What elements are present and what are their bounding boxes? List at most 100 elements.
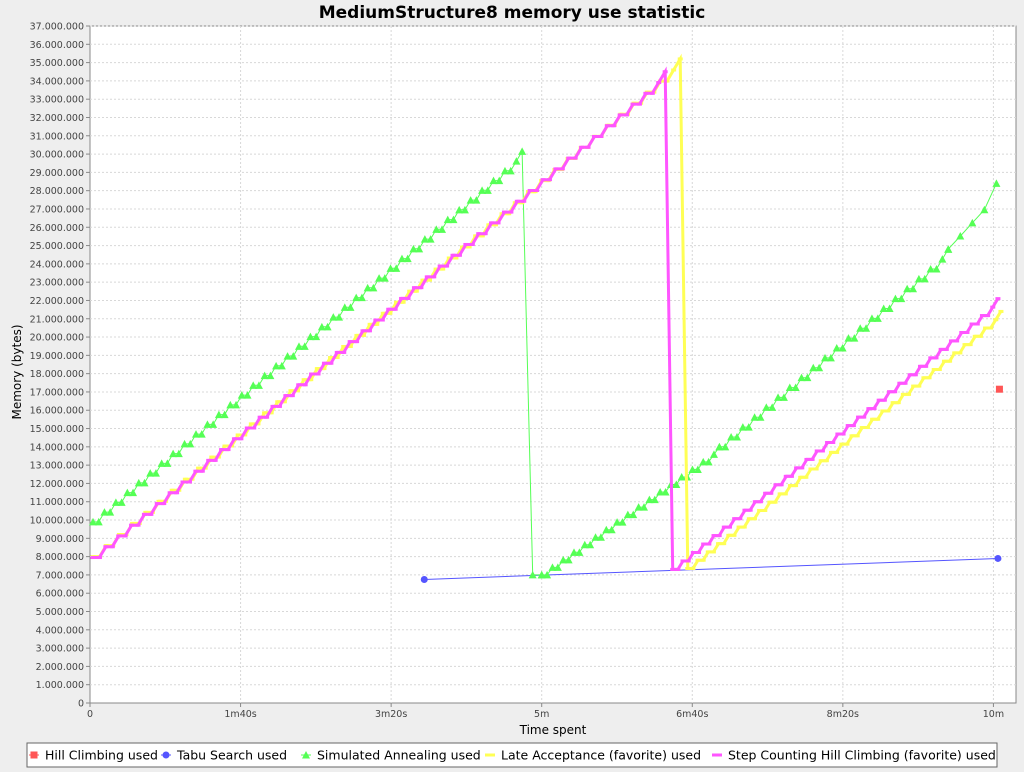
data-point	[998, 309, 1004, 313]
data-point	[757, 508, 763, 512]
data-point	[591, 533, 600, 541]
data-point	[489, 221, 495, 225]
data-point	[369, 283, 378, 292]
data-point	[629, 510, 638, 519]
data-point	[726, 525, 732, 529]
data-point	[768, 491, 774, 495]
data-point	[747, 508, 753, 512]
data-point	[186, 480, 192, 484]
data-point	[972, 334, 978, 338]
data-point	[741, 525, 747, 529]
data-point	[472, 196, 481, 204]
data-point	[312, 332, 321, 341]
series-0	[995, 385, 1003, 393]
x-tick-label: 10m	[983, 709, 1004, 720]
data-point	[403, 254, 412, 263]
data-point	[844, 334, 853, 342]
data-point	[106, 508, 115, 516]
data-point	[399, 296, 405, 300]
data-point	[787, 484, 793, 488]
data-point	[794, 466, 800, 470]
data-point	[744, 423, 753, 431]
data-point	[737, 517, 743, 521]
data-point	[634, 503, 643, 511]
y-tick-label: 10.000.000	[30, 516, 84, 527]
data-point	[974, 322, 980, 326]
legend-label: Hill Climbing used	[45, 748, 158, 763]
data-point	[90, 556, 96, 560]
data-point	[459, 245, 465, 249]
data-point	[873, 314, 882, 322]
data-point	[677, 472, 686, 481]
data-point	[763, 491, 769, 495]
data-point	[920, 274, 929, 283]
data-point	[570, 548, 579, 556]
data-point	[222, 444, 228, 448]
data-point	[875, 417, 881, 421]
data-point	[244, 426, 250, 430]
data-point	[295, 389, 301, 393]
data-point	[346, 303, 355, 311]
data-point	[180, 480, 186, 484]
data-point	[495, 176, 504, 185]
data-point	[260, 371, 269, 380]
data-point	[354, 340, 360, 344]
data-point	[772, 500, 778, 504]
data-point	[413, 289, 419, 293]
data-point	[677, 57, 683, 61]
data-point	[793, 484, 799, 488]
data-point	[449, 215, 458, 224]
data-point	[835, 432, 841, 436]
legend-swatch	[30, 751, 38, 759]
data-point	[335, 313, 344, 321]
y-tick-label: 9.000.000	[36, 534, 84, 545]
data-point	[640, 503, 649, 511]
data-point	[392, 264, 401, 272]
data-point	[427, 278, 433, 282]
data-point	[129, 523, 135, 527]
data-point	[548, 563, 557, 571]
data-point	[623, 510, 632, 519]
data-point	[969, 322, 975, 326]
data-point	[249, 381, 258, 389]
data-point	[203, 420, 212, 428]
data-point	[268, 411, 274, 415]
data-point	[777, 492, 783, 496]
data-point	[103, 545, 109, 549]
data-point	[123, 488, 132, 497]
data-point	[705, 550, 711, 554]
data-point	[804, 457, 810, 461]
data-point	[914, 274, 923, 283]
series-1	[420, 554, 1002, 583]
data-point	[696, 551, 702, 555]
data-point	[715, 442, 724, 451]
y-tick-label: 2.000.000	[36, 662, 84, 673]
data-point	[856, 324, 865, 332]
data-point	[169, 488, 175, 492]
data-point	[225, 448, 231, 452]
data-point	[409, 244, 418, 253]
data-point	[411, 286, 417, 290]
data-point	[768, 403, 777, 411]
data-point	[209, 420, 218, 428]
data-point	[671, 68, 677, 72]
data-point	[235, 433, 241, 437]
data-point	[726, 533, 732, 537]
data-point	[296, 383, 302, 387]
data-point	[813, 467, 819, 471]
data-point	[443, 215, 452, 224]
data-point	[386, 264, 395, 272]
data-point	[197, 430, 206, 438]
data-point	[199, 469, 205, 473]
data-point	[161, 502, 167, 506]
x-tick-label: 8m20s	[827, 709, 859, 720]
data-point	[798, 475, 804, 479]
data-point	[508, 210, 514, 214]
data-point	[272, 361, 281, 370]
data-point	[834, 450, 840, 454]
data-point	[962, 343, 968, 347]
data-point	[283, 352, 292, 360]
data-point	[891, 294, 900, 303]
y-tick-label: 8.000.000	[36, 552, 84, 563]
data-point	[294, 342, 303, 350]
